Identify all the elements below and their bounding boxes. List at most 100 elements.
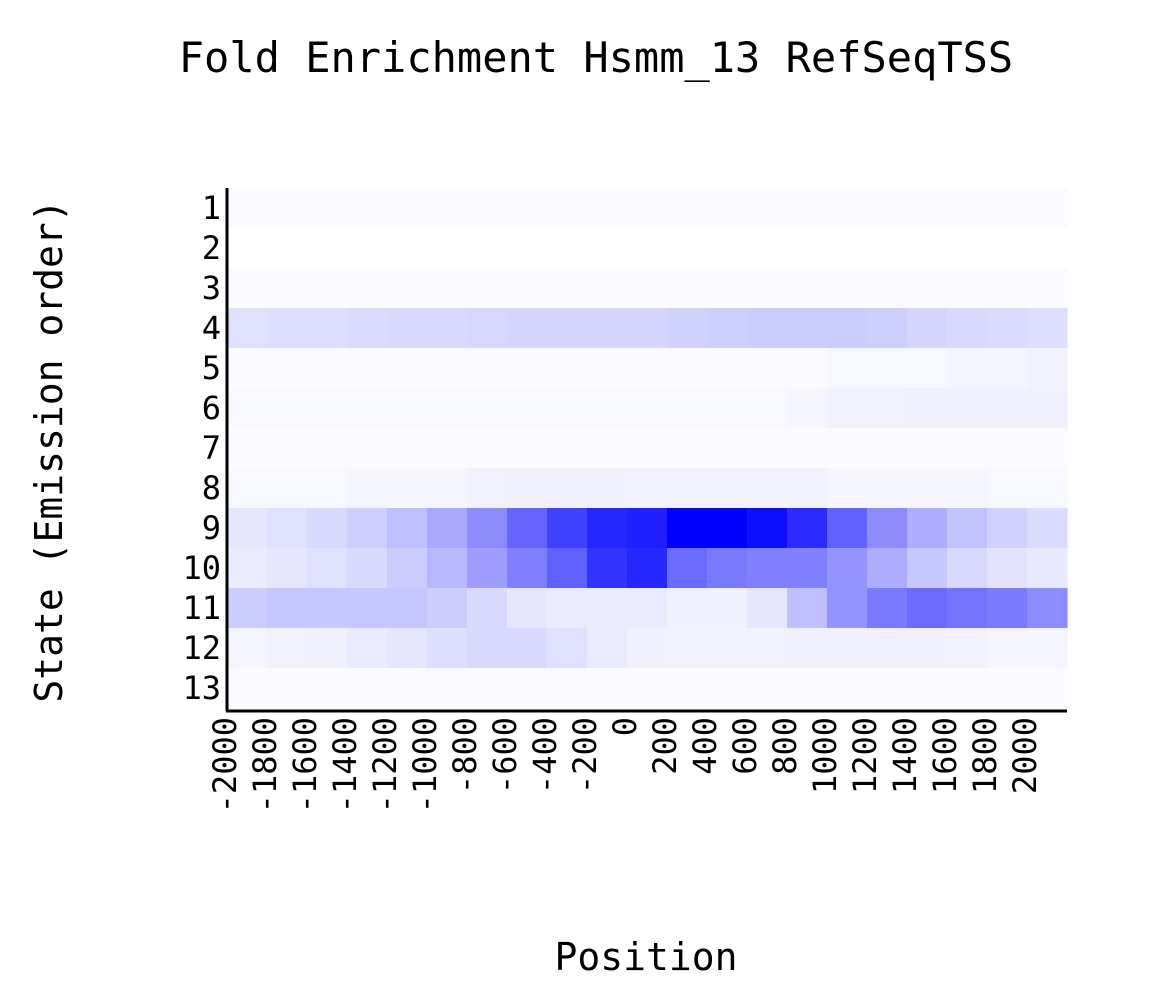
heatmap-cell-state-13-pos-1400	[907, 668, 948, 709]
heatmap-cell-state-1-pos-1200	[867, 188, 908, 229]
y-tick-label-12: 12	[182, 629, 221, 667]
heatmap-cell-state-7-pos--800	[467, 428, 508, 469]
heatmap-cell-state-9-pos--1400	[347, 508, 388, 549]
heatmap-cell-state-7-pos--1600	[307, 428, 348, 469]
heatmap-cell-state-9-pos--1800	[267, 508, 308, 549]
y-tick-label-10: 10	[182, 549, 221, 587]
heatmap-cell-state-5-pos--1600	[307, 348, 348, 389]
heatmap-cell-state-1-pos--2000	[227, 188, 268, 229]
heatmap-cell-state-10-pos-1800	[987, 548, 1028, 589]
x-tick-label-1800: 1800	[966, 717, 1004, 794]
y-tick-label-8: 8	[202, 469, 221, 507]
x-tick-label-800: 800	[766, 717, 804, 775]
heatmap-cell-state-8-pos-200	[667, 468, 708, 509]
heatmap-cell-state-4-pos-400	[707, 308, 748, 349]
heatmap-cell-state-5-pos-2000	[1027, 348, 1068, 389]
heatmap-cell-state-10-pos--1800	[267, 548, 308, 589]
heatmap-cell-state-12-pos-1200	[867, 628, 908, 669]
heatmap-cell-state-7-pos-1000	[827, 428, 868, 469]
y-tick-label-3: 3	[202, 269, 221, 307]
heatmap-cell-state-7-pos--1400	[347, 428, 388, 469]
heatmap-cell-state-3-pos--2000	[227, 268, 268, 309]
heatmap-cell-state-2-pos-200	[667, 228, 708, 269]
heatmap-cell-state-8-pos--1400	[347, 468, 388, 509]
heatmap-cell-state-1-pos--1000	[427, 188, 468, 229]
x-tick-labels: -2000 -1800 -1600 -1400 -1200 -1000 -800 -600 -4…	[206, 717, 1044, 813]
y-tick-label-6: 6	[202, 389, 221, 427]
heatmap-cell-state-8-pos-600	[747, 468, 788, 509]
heatmap-cell-state-8-pos-1200	[867, 468, 908, 509]
heatmap-cell-state-10-pos-2000	[1027, 548, 1068, 589]
heatmap-cell-state-4-pos--1200	[387, 308, 428, 349]
heatmap-cell-state-2-pos--200	[587, 228, 628, 269]
heatmap-cell-state-11-pos-1200	[867, 588, 908, 629]
heatmap-cell-state-6-pos--800	[467, 388, 508, 429]
heatmap-cell-state-6-pos-1800	[987, 388, 1028, 429]
heatmap-cell-state-9-pos--1600	[307, 508, 348, 549]
heatmap-cell-state-3-pos-1200	[867, 268, 908, 309]
heatmap-cell-state-5-pos-1800	[987, 348, 1028, 389]
heatmap-cell-state-1-pos-200	[667, 188, 708, 229]
x-tick-label-1200: 1200	[846, 717, 884, 794]
heatmap-cell-state-2-pos--1200	[387, 228, 428, 269]
heatmap-cell-state-6-pos--600	[507, 388, 548, 429]
heatmap-cell-state-8-pos--200	[587, 468, 628, 509]
y-axis-title: State (Emission order)	[27, 199, 71, 702]
heatmap-cell-state-10-pos--2000	[227, 548, 268, 589]
heatmap-cell-state-12-pos--800	[467, 628, 508, 669]
heatmap-cell-state-6-pos--400	[547, 388, 588, 429]
heatmap-cell-state-5-pos-1200	[867, 348, 908, 389]
heatmap-cell-state-3-pos-800	[787, 268, 828, 309]
heatmap-cell-state-13-pos-800	[787, 668, 828, 709]
heatmap-cell-state-8-pos-0	[627, 468, 668, 509]
heatmap-cell-state-12-pos-1600	[947, 628, 988, 669]
heatmap-cell-state-12-pos-200	[667, 628, 708, 669]
heatmap-cell-state-4-pos--1800	[267, 308, 308, 349]
heatmap-cell-state-9-pos-1800	[987, 508, 1028, 549]
heatmap-cell-state-7-pos-1200	[867, 428, 908, 469]
heatmap-cell-state-8-pos--1600	[307, 468, 348, 509]
heatmap-cell-state-3-pos-1000	[827, 268, 868, 309]
x-tick-label--800: -800	[446, 717, 484, 794]
heatmap-cell-state-10-pos--1400	[347, 548, 388, 589]
x-axis-title: Position	[554, 935, 737, 979]
x-tick-label-1600: 1600	[926, 717, 964, 794]
heatmap-cell-state-3-pos-0	[627, 268, 668, 309]
heatmap-cell-state-9-pos-800	[787, 508, 828, 549]
heatmap-cell-state-13-pos--1800	[267, 668, 308, 709]
heatmap-cell-state-10-pos--600	[507, 548, 548, 589]
heatmap-cell-state-3-pos--800	[467, 268, 508, 309]
heatmap-cell-state-1-pos-1400	[907, 188, 948, 229]
heatmap-cell-state-12-pos--200	[587, 628, 628, 669]
heatmap-cell-state-6-pos-2000	[1027, 388, 1068, 429]
heatmap-cell-state-6-pos--200	[587, 388, 628, 429]
x-tick-label--200: -200	[566, 717, 604, 794]
heatmap-cell-state-6-pos-600	[747, 388, 788, 429]
heatmap-cell-state-13-pos-200	[667, 668, 708, 709]
heatmap-cell-state-2-pos-1400	[907, 228, 948, 269]
y-tick-label-11: 11	[182, 589, 221, 627]
heatmap-cell-state-1-pos--200	[587, 188, 628, 229]
heatmap-cell-state-5-pos--600	[507, 348, 548, 389]
heatmap-cell-state-11-pos-1600	[947, 588, 988, 629]
heatmap-cell-state-3-pos-1800	[987, 268, 1028, 309]
heatmap-cell-state-2-pos--2000	[227, 228, 268, 269]
heatmap-cell-state-8-pos-2000	[1027, 468, 1068, 509]
heatmap-cell-state-6-pos-800	[787, 388, 828, 429]
heatmap-cell-state-5-pos-200	[667, 348, 708, 389]
heatmap-cell-state-12-pos-1800	[987, 628, 1028, 669]
x-tick-label-1000: 1000	[806, 717, 844, 794]
heatmap-cell-state-11-pos-200	[667, 588, 708, 629]
heatmap-cell-state-4-pos--200	[587, 308, 628, 349]
heatmap-cell-state-7-pos--400	[547, 428, 588, 469]
heatmap-cell-state-10-pos-1200	[867, 548, 908, 589]
heatmap-cell-state-1-pos--400	[547, 188, 588, 229]
heatmap-cell-state-4-pos-0	[627, 308, 668, 349]
heatmap-cell-state-4-pos-800	[787, 308, 828, 349]
x-tick-label-2000: 2000	[1006, 717, 1044, 794]
x-tick-label--1600: -1600	[286, 717, 324, 813]
heatmap-cell-state-13-pos-0	[627, 668, 668, 709]
heatmap-cell-state-12-pos-1400	[907, 628, 948, 669]
heatmap-cell-state-7-pos--600	[507, 428, 548, 469]
heatmap-cell-state-12-pos-400	[707, 628, 748, 669]
